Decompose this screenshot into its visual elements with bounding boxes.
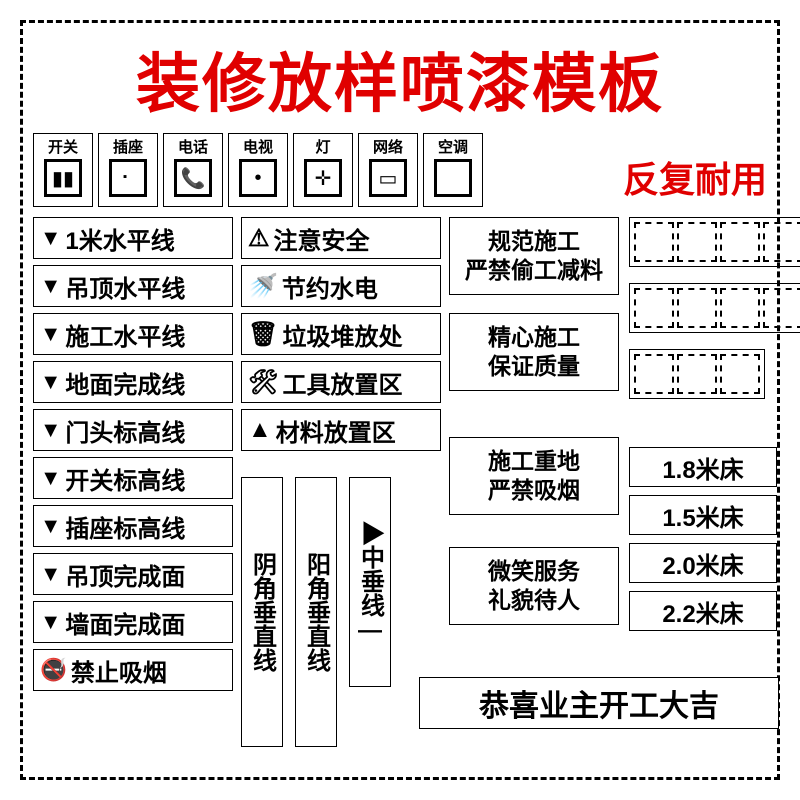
- stencil-icon-glyph: ▮▮: [44, 159, 82, 197]
- notice-icon: ▲: [248, 416, 272, 444]
- square-stencil: [677, 288, 717, 328]
- slogan-line: 精心施工: [488, 323, 580, 352]
- stencil-icon-label: 网络: [373, 136, 403, 157]
- slogan-line: 严禁偷工减料: [465, 256, 603, 285]
- stencil-icon-label: 开关: [48, 136, 78, 157]
- content-area: 1米水平线吊顶水平线施工水平线地面完成线门头标高线开关标高线插座标高线吊顶完成面…: [33, 217, 767, 777]
- line-tag: 墙面完成面: [33, 601, 233, 643]
- congrats-banner: 恭喜业主开工大吉: [419, 677, 779, 729]
- line-tag: 吊顶完成面: [33, 553, 233, 595]
- stencil-icon-label: 插座: [113, 136, 143, 157]
- notice-tag: 🗑垃圾堆放处: [241, 313, 441, 355]
- slogan-line: 保证质量: [488, 352, 580, 381]
- stencil-icon-cell: 电视•: [228, 133, 288, 207]
- slogan-block: 规范施工严禁偷工减料: [449, 217, 619, 295]
- line-tag: 1米水平线: [33, 217, 233, 259]
- stencil-icon-label: 电话: [178, 136, 208, 157]
- square-stencil-group: [629, 283, 800, 333]
- notice-icon: 🛠: [248, 368, 278, 397]
- stencil-icon-glyph: [434, 159, 472, 197]
- stencil-icon-glyph: 📞: [174, 159, 212, 197]
- stencil-icon-label: 电视: [243, 136, 273, 157]
- notice-tag: ▲材料放置区: [241, 409, 441, 451]
- notice-icon: 🗑: [248, 320, 278, 349]
- line-tag: 门头标高线: [33, 409, 233, 451]
- square-stencil: [720, 222, 760, 262]
- square-stencil: [720, 288, 760, 328]
- square-stencil: [634, 222, 674, 262]
- icon-row: 开关▮▮插座⠂电话📞电视•灯✛网络▭空调: [33, 133, 488, 207]
- stencil-icon-cell: 电话📞: [163, 133, 223, 207]
- slogan-block: 施工重地严禁吸烟: [449, 437, 619, 515]
- stencil-icon-glyph: ⠂: [109, 159, 147, 197]
- bed-size-tag: 1.8米床: [629, 447, 777, 487]
- slogan-block: 精心施工保证质量: [449, 313, 619, 391]
- slogan-line: 规范施工: [488, 227, 580, 256]
- stencil-icon-cell: 灯✛: [293, 133, 353, 207]
- stencil-icon-cell: 网络▭: [358, 133, 418, 207]
- slogan-line: 礼貌待人: [488, 586, 580, 615]
- stencil-icon-label: 灯: [315, 136, 330, 157]
- stencil-icon-glyph: ▭: [369, 159, 407, 197]
- line-tag: 插座标高线: [33, 505, 233, 547]
- vertical-tag: ▶中垂线—: [349, 477, 391, 687]
- subtitle: 反复耐用: [623, 151, 767, 203]
- line-tag: 地面完成线: [33, 361, 233, 403]
- square-stencil-group: [629, 217, 800, 267]
- notice-tag: ⚠注意安全: [241, 217, 441, 259]
- main-title: 装修放样喷漆模板: [33, 33, 767, 125]
- stencil-icon-cell: 空调: [423, 133, 483, 207]
- stencil-icon-cell: 插座⠂: [98, 133, 158, 207]
- slogan-line: 严禁吸烟: [488, 476, 580, 505]
- square-stencil: [634, 288, 674, 328]
- slogan-block: 微笑服务礼貌待人: [449, 547, 619, 625]
- dashed-frame: 装修放样喷漆模板 开关▮▮插座⠂电话📞电视•灯✛网络▭空调 反复耐用 1米水平线…: [20, 20, 780, 780]
- stencil-icon-label: 空调: [438, 136, 468, 157]
- line-tag: 吊顶水平线: [33, 265, 233, 307]
- stencil-icon-glyph: •: [239, 159, 277, 197]
- notice-icon: 🚿: [248, 272, 278, 301]
- slogan-line: 施工重地: [488, 447, 580, 476]
- square-stencil: [720, 354, 760, 394]
- stencil-icon-glyph: ✛: [304, 159, 342, 197]
- square-stencil: [634, 354, 674, 394]
- square-stencil: [677, 222, 717, 262]
- no-smoking-tag: 禁止吸烟: [33, 649, 233, 691]
- bed-size-tag: 2.2米床: [629, 591, 777, 631]
- square-stencil: [763, 222, 800, 262]
- square-stencil: [763, 288, 800, 328]
- notice-icon: ⚠: [248, 224, 270, 253]
- bed-size-tag: 2.0米床: [629, 543, 777, 583]
- notice-tag: 🛠工具放置区: [241, 361, 441, 403]
- bed-size-tag: 1.5米床: [629, 495, 777, 535]
- vertical-tag: 阳角垂直线: [295, 477, 337, 747]
- slogan-line: 微笑服务: [488, 557, 580, 586]
- top-row: 开关▮▮插座⠂电话📞电视•灯✛网络▭空调 反复耐用: [33, 133, 767, 207]
- vertical-tag: 阴角垂直线: [241, 477, 283, 747]
- line-tag: 施工水平线: [33, 313, 233, 355]
- square-stencil: [677, 354, 717, 394]
- stencil-icon-cell: 开关▮▮: [33, 133, 93, 207]
- notice-tag: 🚿节约水电: [241, 265, 441, 307]
- square-stencil-group: [629, 349, 765, 399]
- line-tag: 开关标高线: [33, 457, 233, 499]
